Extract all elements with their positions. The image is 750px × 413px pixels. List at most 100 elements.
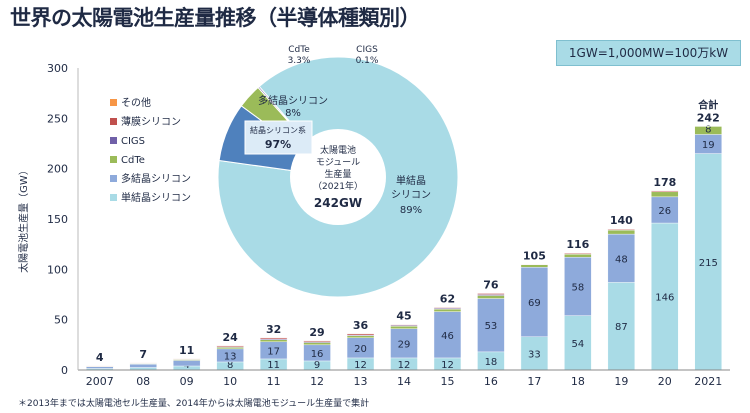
bar-segment — [651, 196, 679, 224]
pie-slice-percent: 0.1% — [356, 56, 379, 66]
x-tick-label: 10 — [223, 375, 237, 388]
pie-center-total: 242GW — [314, 196, 362, 210]
bar-value-label: 9 — [314, 360, 320, 371]
pie-center-text: （2021年） — [313, 180, 363, 192]
legend-swatch — [110, 99, 117, 106]
y-axis-label: 太陽電池生産量（GW） — [17, 165, 30, 273]
bar-value-label: 146 — [655, 293, 674, 304]
x-tick-label: 18 — [571, 375, 585, 388]
bar-value-label: 69 — [528, 298, 541, 309]
x-tick-label: 19 — [614, 375, 628, 388]
x-tick-label: 17 — [527, 375, 541, 388]
bar-value-label: 48 — [615, 254, 628, 265]
pie-center-text: 生産量 — [324, 168, 351, 180]
bar-segment — [651, 222, 679, 371]
bar-segment — [477, 298, 505, 353]
x-tick-label: 20 — [658, 375, 672, 388]
y-tick-label: 250 — [47, 112, 68, 125]
bar-value-label: 8 — [227, 360, 233, 371]
bar-segment — [433, 307, 462, 309]
x-tick-label: 14 — [397, 375, 411, 388]
pie-center-circle — [290, 129, 386, 225]
bar-value-label: 18 — [485, 357, 498, 368]
bar-segment — [433, 308, 462, 312]
bar-total-label: 116 — [566, 238, 589, 251]
bar-total-label: 32 — [266, 323, 281, 336]
bar-value-label: 87 — [615, 322, 628, 333]
bar-segment — [303, 342, 331, 346]
y-tick-label: 200 — [47, 163, 68, 176]
bar-total-label: 11 — [179, 344, 194, 357]
pie-slice-percent: 8% — [285, 108, 301, 119]
bar-value-label: 8 — [705, 124, 711, 135]
bar-total-label: 105 — [523, 249, 546, 262]
bar-segment — [346, 333, 375, 336]
pie-center-text: 太陽電池 — [320, 144, 356, 156]
x-tick-label: 12 — [310, 375, 324, 388]
bar-segment — [259, 337, 288, 340]
legend-swatch — [110, 175, 117, 182]
bar-segment — [564, 257, 592, 316]
bar-value-label: 215 — [699, 258, 718, 269]
bar-segment — [390, 326, 418, 329]
bar-segment — [564, 315, 592, 371]
bar-segment — [607, 233, 636, 283]
y-tick-label: 0 — [61, 364, 68, 377]
bar-segment — [216, 347, 244, 350]
pie-slice-label: CdTe — [288, 45, 310, 55]
legend-label: 薄膜シリコン — [121, 115, 181, 128]
bar-segment — [651, 190, 679, 192]
bar-value-label: 53 — [485, 321, 498, 332]
legend-label: 単結晶シリコン — [121, 191, 191, 204]
y-tick-label: 50 — [54, 314, 68, 327]
bar-value-label: 12 — [354, 360, 367, 371]
x-tick-label: 16 — [484, 375, 498, 388]
page-title: 世界の太陽電池生産量推移（半導体種類別） — [10, 6, 421, 30]
y-tick-label: 150 — [47, 213, 68, 226]
pie-callout-label: 結晶シリコン系 — [250, 125, 306, 135]
pie-slice-label: 単結晶 — [396, 174, 426, 187]
bar-total-label: 36 — [353, 319, 369, 332]
bar-value-label: 13 — [224, 351, 237, 362]
bar-segment — [303, 340, 331, 342]
bar-value-label: 58 — [571, 282, 584, 293]
y-tick-label: 300 — [47, 62, 68, 75]
bar-total-label: 7 — [139, 348, 147, 361]
bar-segment — [607, 229, 636, 235]
bar-value-label: 46 — [441, 331, 454, 342]
pie-center-text: モジュール — [316, 158, 360, 168]
bar-total-label: 76 — [483, 278, 499, 291]
bar-value-label: 19 — [702, 140, 715, 151]
bar-segment — [172, 360, 201, 367]
bar-value-label: 17 — [267, 346, 280, 357]
bar-segment — [346, 335, 375, 338]
bar-segment — [216, 345, 244, 347]
x-tick-label: 13 — [354, 375, 368, 388]
y-tick-label: 100 — [47, 263, 68, 276]
bar-segment — [433, 311, 462, 359]
x-tick-label: 2007 — [86, 375, 114, 388]
bar-segment — [564, 254, 592, 258]
total-header-label: 合計 — [697, 98, 718, 111]
unit-note: 1GW=1,000MW=100万kW — [556, 40, 741, 66]
pie-callout-box — [244, 120, 313, 155]
bar-value-label: 12 — [398, 360, 411, 371]
legend-swatch — [110, 194, 117, 201]
bar-segment — [390, 328, 418, 359]
bar-value-label: 20 — [354, 344, 367, 355]
bar-value-label: 11 — [267, 360, 280, 371]
bar-segment — [607, 228, 636, 231]
bar-value-label: 26 — [658, 206, 671, 217]
bar-total-label: 4 — [96, 351, 104, 364]
bar-total-label: 242 — [697, 111, 720, 124]
x-tick-label: 2021 — [694, 375, 722, 388]
legend-label: 多結晶シリコン — [121, 172, 191, 185]
bar-value-label: 29 — [398, 339, 411, 350]
bar-total-label: 140 — [610, 214, 633, 227]
pie-slice-label: 多結晶シリコン — [258, 94, 328, 107]
bar-segment — [259, 339, 288, 343]
bar-total-label: 45 — [396, 310, 411, 323]
legend-swatch — [110, 156, 117, 163]
bar-segment — [520, 336, 549, 371]
